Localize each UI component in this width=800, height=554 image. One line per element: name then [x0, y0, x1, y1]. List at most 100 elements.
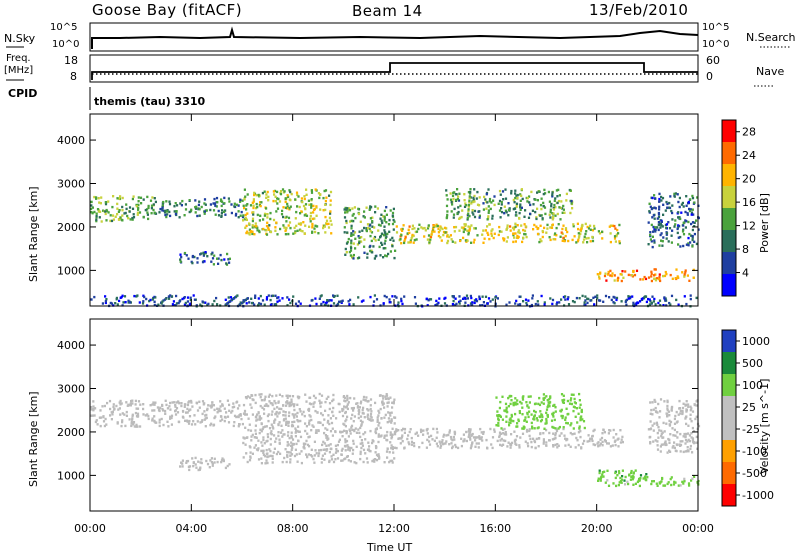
power-cell: [257, 303, 260, 307]
power-cell: [543, 188, 546, 192]
power-cell: [525, 301, 528, 305]
velocity-cell: [344, 400, 347, 403]
velocity-cell: [197, 460, 200, 463]
velocity-cell: [619, 429, 622, 432]
velocity-cell: [573, 401, 576, 404]
velocity-cell: [326, 435, 329, 438]
velocity-cell: [226, 464, 229, 468]
velocity-cell: [391, 446, 394, 449]
velocity-cell: [248, 423, 251, 426]
velocity-cell: [346, 398, 349, 402]
velocity-cell: [322, 448, 325, 451]
velocity-cell: [278, 438, 281, 441]
power-cell: [229, 300, 232, 303]
velocity-cell: [136, 407, 140, 410]
velocity-cell: [468, 428, 471, 431]
power-cell: [123, 295, 127, 298]
power-cell: [125, 203, 128, 206]
velocity-cell: [597, 477, 600, 480]
power-cell: [357, 235, 360, 238]
power-cell: [93, 210, 96, 214]
velocity-cell: [320, 401, 323, 404]
power-cell: [670, 234, 673, 237]
velocity-cell: [535, 437, 538, 441]
power-cell: [558, 206, 561, 209]
velocity-cell: [390, 421, 393, 424]
velocity-cell: [479, 437, 483, 441]
power-cell: [554, 214, 557, 217]
velocity-cell: [366, 400, 369, 403]
velocity-cell: [219, 400, 222, 403]
power-cell: [165, 200, 168, 203]
velocity-cell: [565, 438, 568, 442]
velocity-cell: [227, 421, 231, 424]
power-cell: [676, 275, 679, 278]
power-cell: [93, 295, 96, 299]
power-cell: [373, 226, 376, 229]
power-cell: [137, 206, 140, 210]
power-cell: [528, 195, 531, 198]
velocity-cell: [561, 416, 564, 420]
power-cell: [535, 216, 538, 219]
power-cell: [611, 272, 614, 275]
power-cell: [90, 204, 93, 207]
velocity-cell: [299, 410, 302, 413]
velocity-cell: [99, 409, 102, 412]
velocity-colorbar-title: Velocity [m s^-1]: [758, 378, 771, 474]
velocity-cell: [665, 422, 668, 425]
velocity-cell: [499, 439, 502, 442]
velocity-cell: [214, 415, 217, 418]
power-cell: [192, 294, 195, 297]
power-cell: [627, 273, 630, 277]
velocity-cell: [627, 482, 630, 486]
velocity-cell: [308, 421, 311, 425]
power-cell: [486, 201, 489, 204]
power-cell: [343, 231, 346, 234]
power-cell: [374, 211, 377, 214]
power-cell: [124, 301, 127, 304]
power-cell: [525, 235, 528, 239]
velocity-cell: [270, 423, 273, 426]
power-cell: [577, 232, 580, 235]
velocity-cell: [328, 451, 331, 454]
power-cell: [193, 255, 196, 259]
velocity-cell: [268, 427, 272, 430]
power-cell: [473, 209, 477, 213]
velocity-cell: [475, 442, 478, 445]
velocity-cell: [346, 415, 349, 418]
velocity-cell: [538, 396, 541, 400]
power-cell: [677, 243, 680, 246]
velocity-cell: [191, 405, 194, 408]
velocity-cell: [667, 410, 671, 413]
power-cell: [467, 212, 470, 215]
velocity-cell: [639, 477, 642, 480]
power-cell: [648, 298, 651, 301]
power-cell: [317, 192, 320, 195]
velocity-cell: [111, 413, 114, 416]
velocity-cell: [304, 393, 307, 396]
velocity-cell: [666, 409, 669, 412]
velocity-cell: [93, 414, 96, 417]
velocity-cell: [320, 457, 323, 460]
power-cell: [152, 208, 155, 212]
power-cell: [179, 258, 182, 261]
power-cell: [294, 302, 298, 305]
velocity-cell: [689, 413, 692, 416]
power-cell: [485, 193, 488, 196]
velocity-cell: [383, 434, 386, 437]
velocity-cell: [377, 414, 380, 417]
velocity-cell: [537, 445, 540, 448]
velocity-cell: [530, 445, 533, 449]
velocity-cell: [535, 417, 538, 420]
velocity-cell: [280, 424, 283, 427]
velocity-cell: [695, 404, 698, 407]
power-cell: [456, 197, 459, 201]
velocity-cell: [469, 436, 472, 439]
power-cell: [540, 207, 543, 211]
velocity-cell: [247, 417, 250, 420]
velocity-cell: [210, 406, 213, 409]
power-cell: [489, 300, 492, 303]
power-cell: [493, 195, 496, 198]
power-cell: [515, 211, 518, 214]
